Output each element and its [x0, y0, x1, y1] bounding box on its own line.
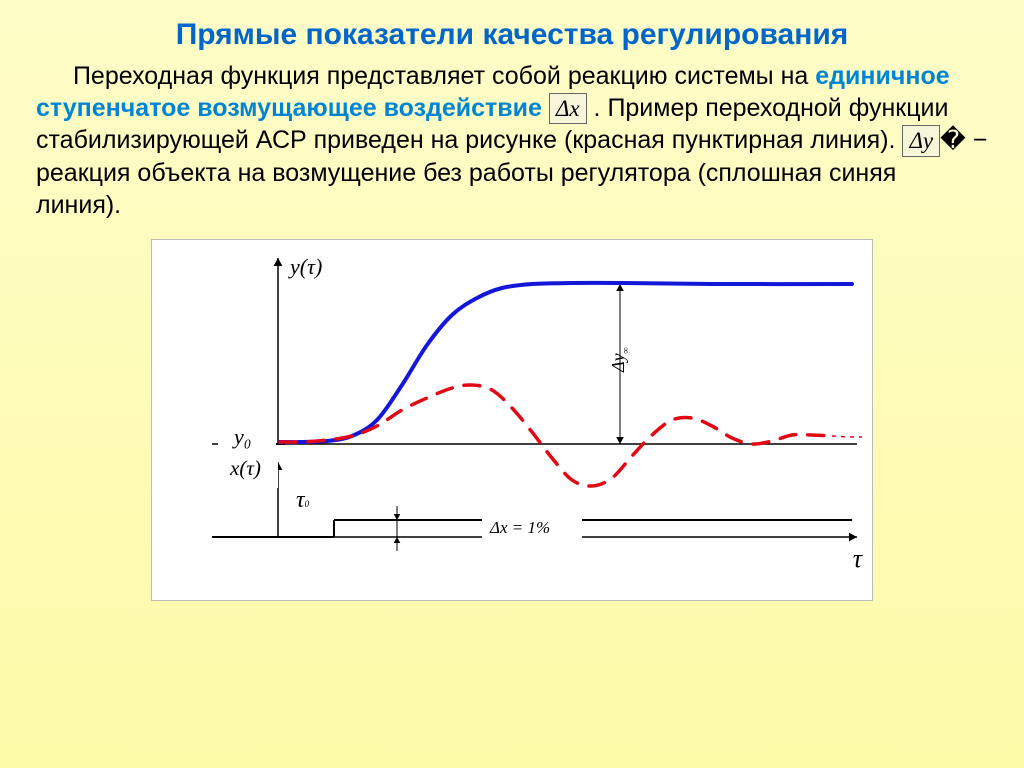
y0-label: y₀: [234, 424, 251, 450]
question-marker: �: [940, 126, 966, 154]
response-chart: y(τ) τ y₀ x(τ) τ0 Δy∞ Δx = 1%: [151, 239, 873, 601]
tau0-sub: 0: [305, 499, 310, 509]
dy-inf-label: Δy∞: [608, 347, 631, 372]
dx-eq-label: Δx = 1%: [490, 518, 550, 538]
delta-x-box: Δx: [549, 93, 587, 124]
body-paragraph: Переходная функция представляет собой ре…: [0, 60, 1024, 221]
chart-svg: [152, 240, 872, 600]
delta-y-box: Δy: [902, 125, 940, 156]
x-tau-label: x(τ): [230, 456, 261, 481]
tau0-label: τ0: [296, 487, 309, 514]
y-axis-label: y(τ): [290, 254, 322, 280]
para-text-1: Переходная функция представляет собой ре…: [73, 62, 815, 90]
tau0-text: τ: [296, 487, 305, 513]
dy-inf-sub: ∞: [621, 347, 631, 353]
page-title: Прямые показатели качества регулирования: [0, 0, 1024, 60]
dy-inf-text: Δy: [608, 353, 628, 372]
dx-eq-text: Δx = 1%: [490, 518, 550, 537]
tau-axis-label: τ: [853, 544, 862, 574]
